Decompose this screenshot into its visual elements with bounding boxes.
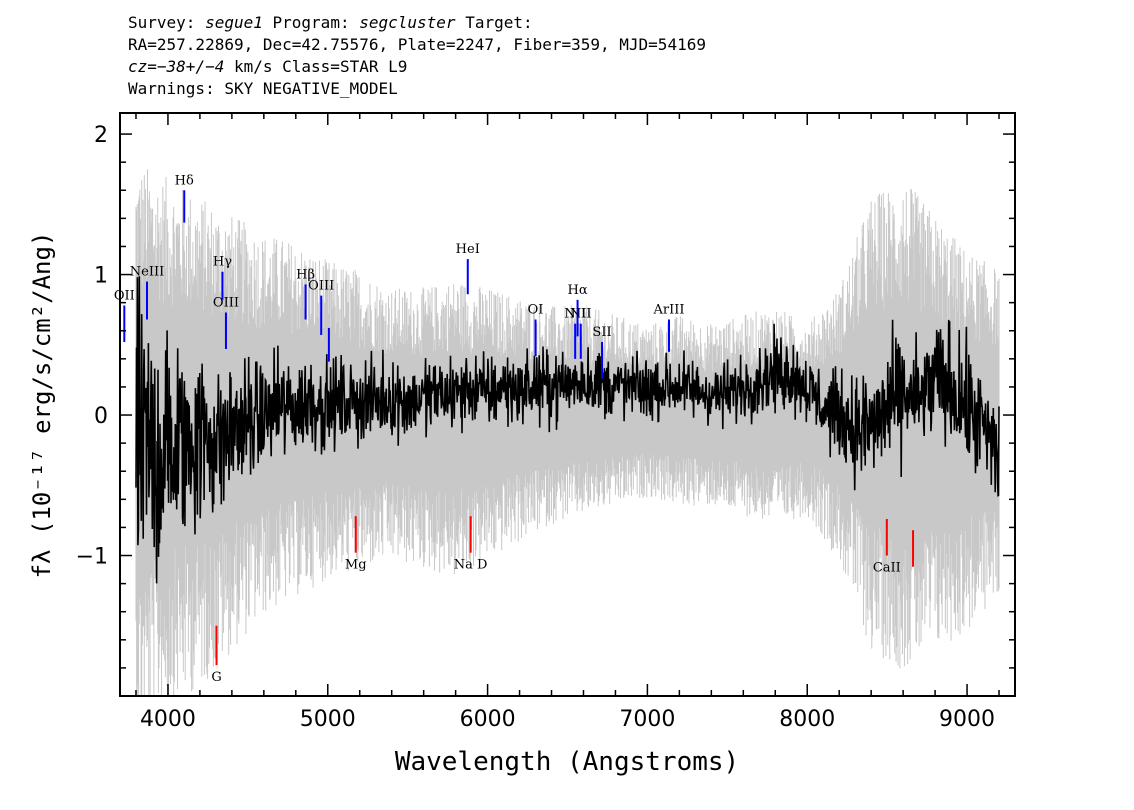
program-value: segcluster <box>359 13 456 32</box>
line-label: HeI <box>456 242 480 257</box>
line-label: SII <box>592 325 611 340</box>
line-label: Hγ <box>213 255 232 270</box>
y-tick-label: 1 <box>94 264 108 289</box>
line-label: ArIII <box>652 303 684 318</box>
survey-value: segue1 <box>205 13 263 32</box>
axis-ticks: 4000 5000 6000 7000 8000 9000 −1 0 1 2 <box>76 113 1015 732</box>
x-axis-label: Wavelength (Angstroms) <box>395 747 739 777</box>
cz-value: −38+/−4 <box>156 57 225 76</box>
x-tick-label: 5000 <box>300 707 356 732</box>
plot-header: Survey: segue1 Program: segcluster Targe… <box>128 12 706 100</box>
line-label: OII <box>114 288 135 303</box>
line-label: Hα <box>568 283 588 298</box>
line-label: OIII <box>213 295 239 310</box>
flux-line <box>135 276 1000 584</box>
header-line-3: cz=−38+/−4 km/s Class=STAR L9 <box>128 56 706 78</box>
x-tick-label: 4000 <box>140 707 196 732</box>
y-tick-label: 2 <box>94 123 108 148</box>
x-tick-label: 9000 <box>939 707 995 732</box>
header-line-2: RA=257.22869, Dec=42.75576, Plate=2247, … <box>128 35 706 54</box>
header-line-4: Warnings: SKY NEGATIVE_MODEL <box>128 79 398 98</box>
line-label: CaII <box>873 561 901 576</box>
program-label: Program: <box>272 13 350 32</box>
x-tick-label: 8000 <box>779 707 835 732</box>
x-tick-label: 7000 <box>619 707 675 732</box>
flux-layer <box>135 276 1000 584</box>
line-label: NII <box>570 307 592 322</box>
survey-label: Survey: <box>128 13 196 32</box>
header-line-1: Survey: segue1 Program: segcluster Targe… <box>128 12 706 34</box>
x-tick-label: 6000 <box>460 707 516 732</box>
line-label: Hδ <box>175 173 194 188</box>
line-label: Mg <box>345 558 367 573</box>
line-label: NII <box>564 307 586 322</box>
class-info: km/s Class=STAR L9 <box>224 57 408 76</box>
y-tick-label: −1 <box>76 545 108 570</box>
line-label: Na D <box>454 558 488 573</box>
y-tick-label: 0 <box>94 404 108 429</box>
cz-label: cz= <box>128 57 157 76</box>
line-label: NeIII <box>130 265 164 280</box>
plot-frame <box>119 112 1016 697</box>
line-label: Hβ <box>296 267 315 282</box>
line-label: OI <box>528 303 544 318</box>
y-axis-label: fλ (10⁻¹⁷ erg/s/cm²/Ang) <box>28 232 56 579</box>
line-label: G <box>211 670 221 685</box>
target-label: Target: <box>465 13 533 32</box>
line-label: OIII <box>308 279 334 294</box>
